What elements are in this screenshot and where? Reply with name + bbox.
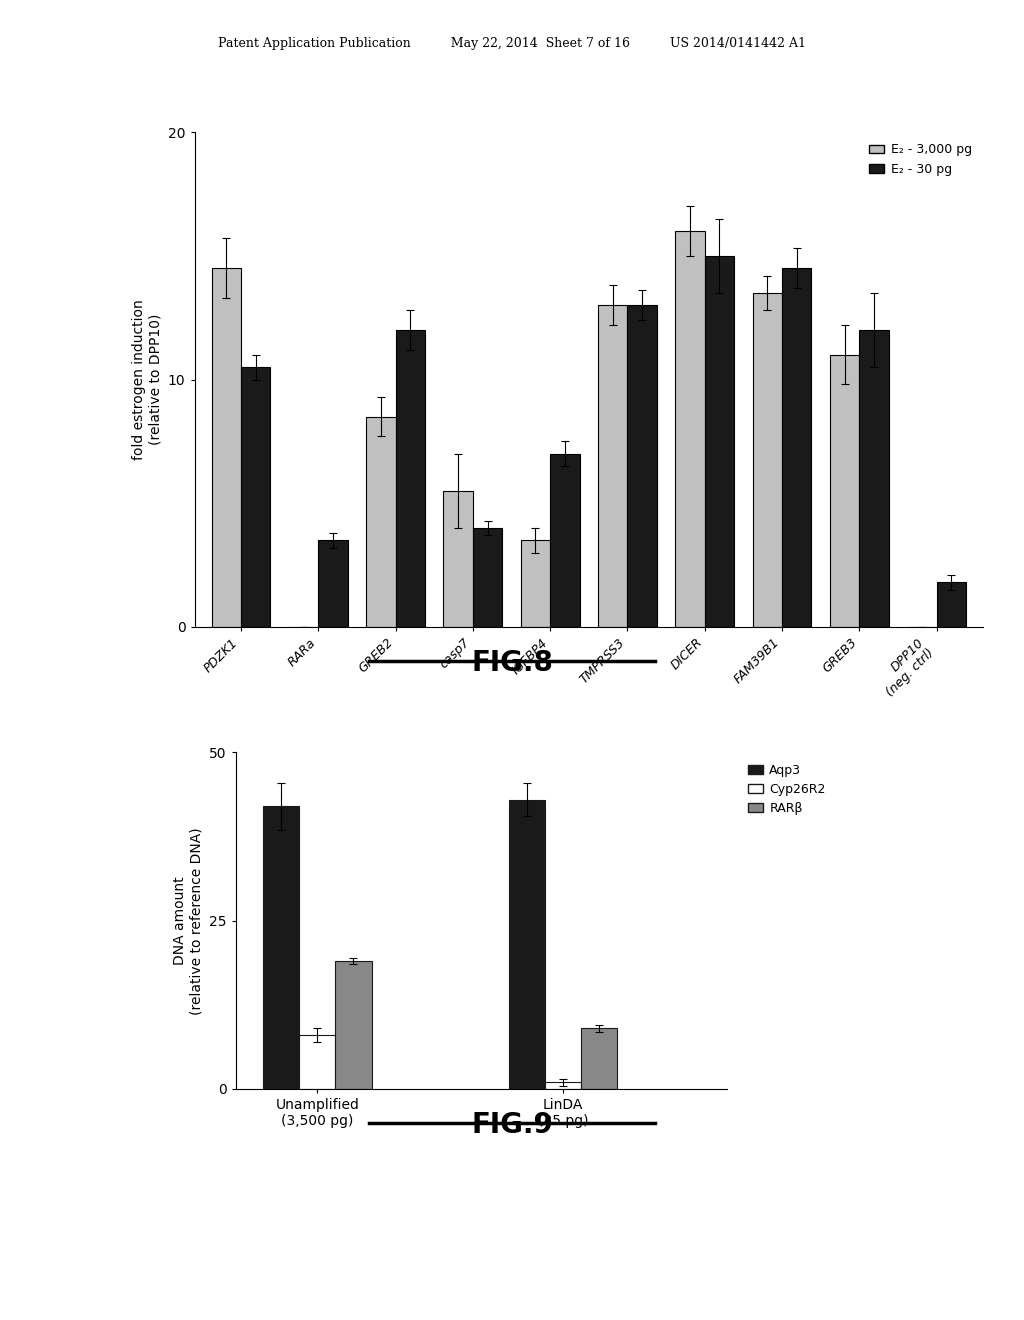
Bar xyxy=(473,528,502,627)
Bar xyxy=(395,330,425,627)
Bar xyxy=(212,268,241,627)
Bar xyxy=(545,1082,582,1089)
Bar xyxy=(705,256,734,627)
Bar xyxy=(859,330,889,627)
Bar xyxy=(628,305,656,627)
Bar xyxy=(598,305,628,627)
Bar xyxy=(782,268,811,627)
Bar xyxy=(521,540,550,627)
Legend: Aqp3, Cyp26R2, RARβ: Aqp3, Cyp26R2, RARβ xyxy=(743,759,830,820)
Bar xyxy=(336,961,372,1089)
Bar xyxy=(241,367,270,627)
Bar xyxy=(367,417,395,627)
Bar xyxy=(937,582,966,627)
Bar xyxy=(299,1035,336,1089)
Bar xyxy=(443,491,473,627)
Bar xyxy=(830,355,859,627)
Legend: E₂ - 3,000 pg, E₂ - 30 pg: E₂ - 3,000 pg, E₂ - 30 pg xyxy=(864,139,977,181)
Text: FIG.9: FIG.9 xyxy=(471,1111,553,1139)
Bar xyxy=(753,293,782,627)
Text: FIG.8: FIG.8 xyxy=(471,649,553,677)
Bar xyxy=(509,800,545,1089)
Y-axis label: DNA amount
(relative to reference DNA): DNA amount (relative to reference DNA) xyxy=(173,826,204,1015)
Bar xyxy=(550,454,580,627)
Bar xyxy=(676,231,705,627)
Text: Patent Application Publication          May 22, 2014  Sheet 7 of 16          US : Patent Application Publication May 22, 2… xyxy=(218,37,806,50)
Y-axis label: fold estrogen induction
(relative to DPP10): fold estrogen induction (relative to DPP… xyxy=(132,300,163,459)
Bar xyxy=(263,807,299,1089)
Bar xyxy=(582,1028,617,1089)
Bar xyxy=(318,540,347,627)
